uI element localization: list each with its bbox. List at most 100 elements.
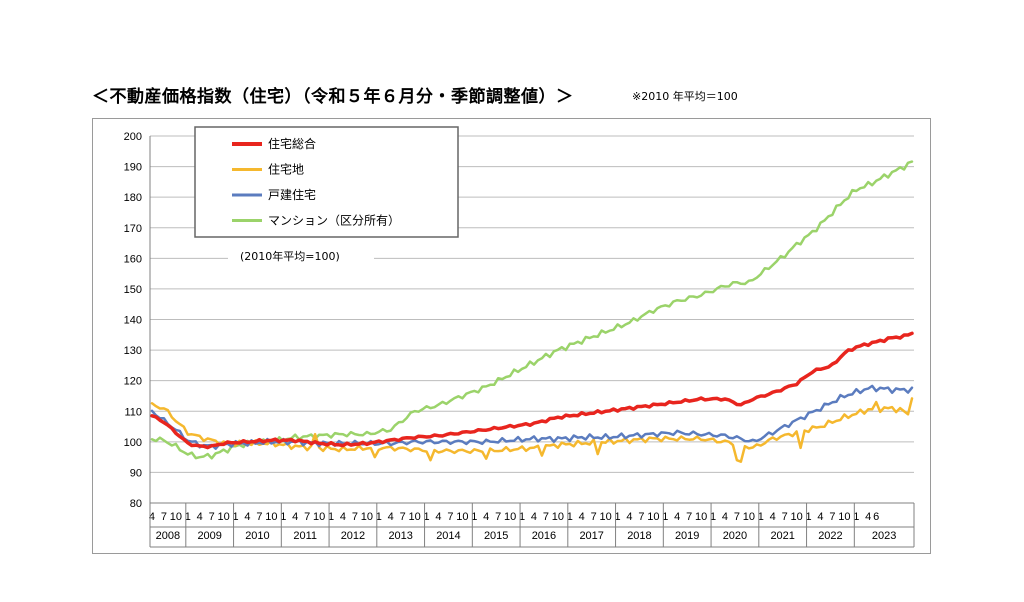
chart-frame bbox=[92, 118, 931, 554]
year-label: 2015 bbox=[484, 530, 508, 542]
year-label: 2013 bbox=[388, 530, 412, 542]
series-line bbox=[150, 397, 914, 463]
legend-label: マンション（区分所有） bbox=[268, 214, 400, 228]
x-tick-label: 10 bbox=[170, 511, 182, 523]
x-tick-label: 10 bbox=[265, 511, 277, 523]
year-label: 2009 bbox=[197, 530, 221, 542]
axes bbox=[149, 136, 914, 504]
x-tick-label: 7 bbox=[161, 511, 167, 523]
x-tick-label: 10 bbox=[695, 511, 707, 523]
x-tick-label: 10 bbox=[743, 511, 755, 523]
x-tick-label: 7 bbox=[352, 511, 358, 523]
year-label: 2022 bbox=[818, 530, 842, 542]
x-tick-label: 1 bbox=[805, 511, 811, 523]
year-label: 2021 bbox=[770, 530, 794, 542]
x-tick-label: 1 bbox=[185, 511, 191, 523]
x-tick-label: 4 bbox=[531, 511, 537, 523]
x-tick-label: 4 bbox=[435, 511, 441, 523]
x-tick-label: 10 bbox=[838, 511, 850, 523]
x-tick-label: 1 bbox=[614, 511, 620, 523]
x-tick-label: 4 bbox=[149, 511, 155, 523]
x-tick-label: 4 bbox=[244, 511, 250, 523]
x-tick-label: 7 bbox=[400, 511, 406, 523]
x-tick-label: 7 bbox=[638, 511, 644, 523]
x-tick-label: 10 bbox=[313, 511, 325, 523]
year-label: 2020 bbox=[723, 530, 747, 542]
year-label: 2011 bbox=[293, 530, 317, 542]
x-tick-label: 10 bbox=[217, 511, 229, 523]
x-tick-label: 4 bbox=[579, 511, 585, 523]
x-tick-label: 10 bbox=[408, 511, 420, 523]
x-tick-label: 7 bbox=[543, 511, 549, 523]
legend-label: 戸建住宅 bbox=[268, 187, 316, 202]
x-tick-label: 4 bbox=[674, 511, 680, 523]
x-tick-label: 4 bbox=[770, 511, 776, 523]
x-tick-label: 4 bbox=[817, 511, 823, 523]
x-tick-label: 6 bbox=[873, 511, 879, 523]
x-tick-label: 10 bbox=[361, 511, 373, 523]
x-tick-label: 1 bbox=[710, 511, 716, 523]
year-label: 2010 bbox=[245, 530, 269, 542]
index-base-note: ※2010 年平均＝100 bbox=[632, 90, 738, 103]
x-tick-label: 1 bbox=[471, 511, 477, 523]
base-year-annotation: (2010年平均=100) bbox=[228, 246, 374, 264]
x-tick-label: 7 bbox=[782, 511, 788, 523]
x-tick-label: 7 bbox=[686, 511, 692, 523]
y-tick-label: 140 bbox=[124, 315, 142, 327]
x-tick-label: 1 bbox=[662, 511, 668, 523]
x-tick-label: 7 bbox=[495, 511, 501, 523]
page-title: ＜不動産価格指数（住宅）（令和５年６月分・季節調整値）＞ bbox=[92, 87, 574, 107]
year-label: 2014 bbox=[436, 530, 460, 542]
legend-label: 住宅地 bbox=[268, 162, 304, 177]
y-axis-ticks: 80 90 100 110 120 130 140 150 160 170 180 190 200 bbox=[124, 131, 142, 510]
x-tick-label: 4 bbox=[865, 511, 871, 523]
y-tick-label: 110 bbox=[124, 406, 142, 418]
x-tick-label: 10 bbox=[552, 511, 564, 523]
y-tick-label: 170 bbox=[124, 223, 142, 235]
y-tick-label: 130 bbox=[124, 345, 142, 357]
x-tick-label: 1 bbox=[519, 511, 525, 523]
x-tick-label: 4 bbox=[388, 511, 394, 523]
year-label: 2019 bbox=[675, 530, 699, 542]
x-tick-label: 7 bbox=[591, 511, 597, 523]
y-tick-label: 120 bbox=[124, 376, 142, 388]
x-tick-label: 7 bbox=[304, 511, 310, 523]
year-label: 2012 bbox=[341, 530, 365, 542]
series-lines bbox=[150, 160, 914, 463]
y-tick-label: 200 bbox=[124, 131, 142, 143]
x-tick-label: 4 bbox=[197, 511, 203, 523]
x-tick-label: 10 bbox=[790, 511, 802, 523]
x-tick-label: 10 bbox=[456, 511, 468, 523]
x-tick-label: 1 bbox=[758, 511, 764, 523]
y-tick-label: 80 bbox=[130, 498, 142, 510]
x-tick-label: 7 bbox=[256, 511, 262, 523]
year-label: 2017 bbox=[579, 530, 603, 542]
x-axis-labels: 4 7 10 1 4 7 10 1 4 7 10 1 4 7 10 1 4 7 10 1 4 7 10 1 4 7 10 1 4 7 10 1… bbox=[149, 503, 915, 548]
year-label: 2016 bbox=[532, 530, 556, 542]
x-tick-label: 1 bbox=[232, 511, 238, 523]
series-line bbox=[150, 331, 914, 450]
x-tick-label: 7 bbox=[447, 511, 453, 523]
y-tick-label: 100 bbox=[124, 437, 142, 449]
legend-label: 住宅総合 bbox=[268, 136, 316, 151]
x-tick-label: 4 bbox=[483, 511, 489, 523]
x-tick-label: 1 bbox=[853, 511, 859, 523]
y-tick-label: 160 bbox=[124, 253, 142, 265]
x-tick-label: 1 bbox=[280, 511, 286, 523]
y-tick-label: 180 bbox=[124, 192, 142, 204]
x-tick-label: 10 bbox=[504, 511, 516, 523]
year-label: 2018 bbox=[627, 530, 651, 542]
x-tick-label: 1 bbox=[567, 511, 573, 523]
x-tick-label: 1 bbox=[376, 511, 382, 523]
series-line bbox=[150, 160, 914, 460]
year-label: 2023 bbox=[872, 530, 896, 542]
x-tick-label: 10 bbox=[647, 511, 659, 523]
x-tick-label: 4 bbox=[626, 511, 632, 523]
y-tick-label: 150 bbox=[124, 284, 142, 296]
x-tick-label: 7 bbox=[829, 511, 835, 523]
x-tick-label: 10 bbox=[599, 511, 611, 523]
x-tick-label: 7 bbox=[734, 511, 740, 523]
x-tick-label: 1 bbox=[423, 511, 429, 523]
